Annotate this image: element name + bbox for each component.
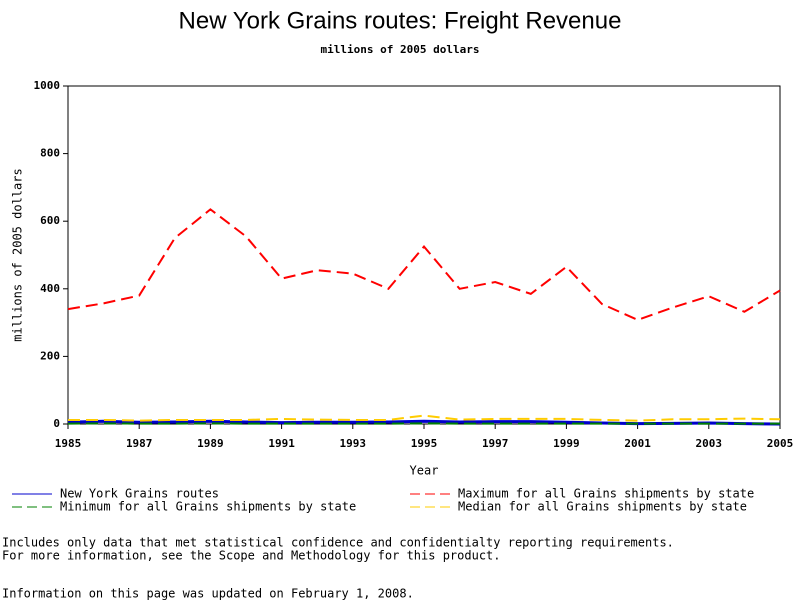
x-tick-label: 1989 xyxy=(197,437,224,450)
x-tick-label: 2003 xyxy=(696,437,723,450)
series-line xyxy=(68,414,781,422)
legend-label: Minimum for all Grains shipments by stat… xyxy=(60,500,356,514)
legend-label: Maximum for all Grains shipments by stat… xyxy=(458,487,754,501)
legend-label: New York Grains routes xyxy=(60,487,219,501)
x-tick-label: 1985 xyxy=(55,437,82,450)
y-tick-label: 200 xyxy=(40,349,60,362)
x-tick-label: 1997 xyxy=(482,437,509,450)
x-axis-label: Year xyxy=(410,464,439,478)
note: For more information, see the Scope and … xyxy=(2,549,501,563)
x-tick-label: 2001 xyxy=(624,437,651,450)
x-tick-label: 1991 xyxy=(268,437,295,450)
series-line xyxy=(67,208,781,321)
x-tick-label: 1993 xyxy=(340,437,367,450)
x-tick-label: 2005 xyxy=(767,437,794,450)
plot-frame xyxy=(67,85,781,425)
x-tick-label: 1999 xyxy=(553,437,580,450)
note: Includes only data that met statistical … xyxy=(2,536,674,550)
chart-subtitle: millions of 2005 dollars xyxy=(321,43,480,56)
chart-title: New York Grains routes: Freight Revenue xyxy=(179,7,622,34)
y-tick-label: 0 xyxy=(53,417,60,430)
y-tick-label: 600 xyxy=(40,214,60,227)
series-line xyxy=(67,419,781,426)
y-tick-label: 1000 xyxy=(34,79,61,92)
y-axis-label: millions of 2005 dollars xyxy=(11,168,25,341)
y-tick-label: 800 xyxy=(40,147,60,160)
update-note: Information on this page was updated on … xyxy=(2,587,414,600)
x-tick-label: 1995 xyxy=(411,437,438,450)
y-tick-label: 400 xyxy=(40,282,60,295)
legend-label: Median for all Grains shipments by state xyxy=(458,500,747,514)
x-tick-label: 1987 xyxy=(126,437,153,450)
